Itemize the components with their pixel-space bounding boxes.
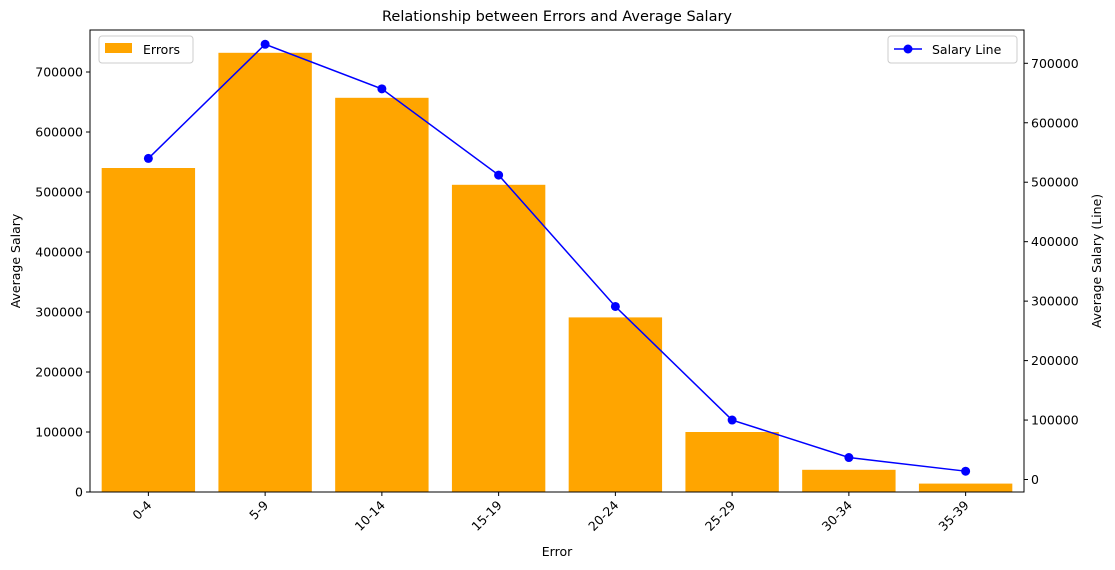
legend-label-errors: Errors: [143, 42, 180, 57]
line-series-salary: [143, 39, 971, 476]
y-axis-right: 0 100000 200000 300000 400000 500000 600000 700…: [1024, 56, 1079, 487]
y-tick-label: 200000: [35, 365, 83, 380]
x-tick-label: 10-14: [352, 497, 388, 533]
chart-title: Relationship between Errors and Average …: [382, 9, 732, 25]
y2-tick-label: 300000: [1031, 294, 1079, 309]
y2-axis-title: Average Salary (Line): [1089, 194, 1104, 328]
y-tick-label: 100000: [35, 425, 83, 440]
x-tick-label: 25-29: [702, 497, 738, 533]
x-axis: 0-4 5-9 10-14 15-19 20-24 25-29 30-34 35-39: [129, 492, 972, 534]
x-tick-label: 20-24: [585, 497, 621, 533]
y2-tick-label: 100000: [1031, 413, 1079, 428]
bar-35-39: [918, 483, 1013, 492]
y-tick-label: 300000: [35, 305, 83, 320]
salary-line-path: [147, 43, 966, 472]
y2-tick-label: 400000: [1031, 234, 1079, 249]
y2-tick-label: 600000: [1031, 115, 1079, 130]
line-point-30-34: [844, 453, 854, 463]
legend-bar-swatch: [105, 43, 132, 53]
x-tick-label: 30-34: [819, 497, 855, 533]
bar-series-errors: [101, 52, 1013, 493]
y2-tick-label: 200000: [1031, 353, 1079, 368]
legend-label-salary-line: Salary Line: [932, 42, 1002, 57]
y2-tick-label: 500000: [1031, 175, 1079, 190]
legend-box: [98, 35, 194, 64]
line-point-5-9: [260, 39, 270, 49]
y-axis-title: Average Salary: [8, 213, 23, 308]
bar-10-14: [335, 97, 429, 493]
bar-15-19: [451, 184, 546, 493]
line-point-10-14: [377, 84, 387, 94]
line-point-0-4: [143, 153, 153, 163]
bar-0-4: [101, 168, 196, 492]
y-tick-label: 700000: [35, 65, 83, 80]
plot-frame: [89, 29, 1025, 493]
y-tick-label: 0: [75, 485, 83, 500]
line-point-15-19: [494, 170, 504, 180]
line-point-25-29: [727, 415, 737, 425]
y-axis-left: 0 100000 200000 300000 400000 500000 600000 700…: [35, 65, 90, 500]
bar-30-34: [802, 469, 896, 492]
legend-box: [887, 35, 1018, 64]
legend-line-marker: [903, 44, 913, 54]
x-axis-title: Error: [542, 544, 573, 559]
y-tick-label: 400000: [35, 245, 83, 260]
x-tick-label: 35-39: [935, 497, 971, 533]
x-tick-label: 5-9: [246, 497, 271, 522]
line-point-20-24: [610, 301, 620, 311]
legend-errors: Errors: [98, 35, 194, 64]
y2-tick-label: 700000: [1031, 56, 1079, 71]
y-tick-label: 500000: [35, 185, 83, 200]
x-tick-label: 15-19: [468, 497, 504, 533]
x-tick-label: 0-4: [129, 497, 154, 522]
bar-20-24: [568, 317, 663, 492]
y2-tick-label: 0: [1031, 472, 1039, 487]
bar-25-29: [685, 432, 779, 492]
legend-salary-line: Salary Line: [887, 35, 1018, 64]
y-tick-label: 600000: [35, 125, 83, 140]
bar-5-9: [218, 52, 312, 493]
line-point-35-39: [961, 466, 971, 476]
